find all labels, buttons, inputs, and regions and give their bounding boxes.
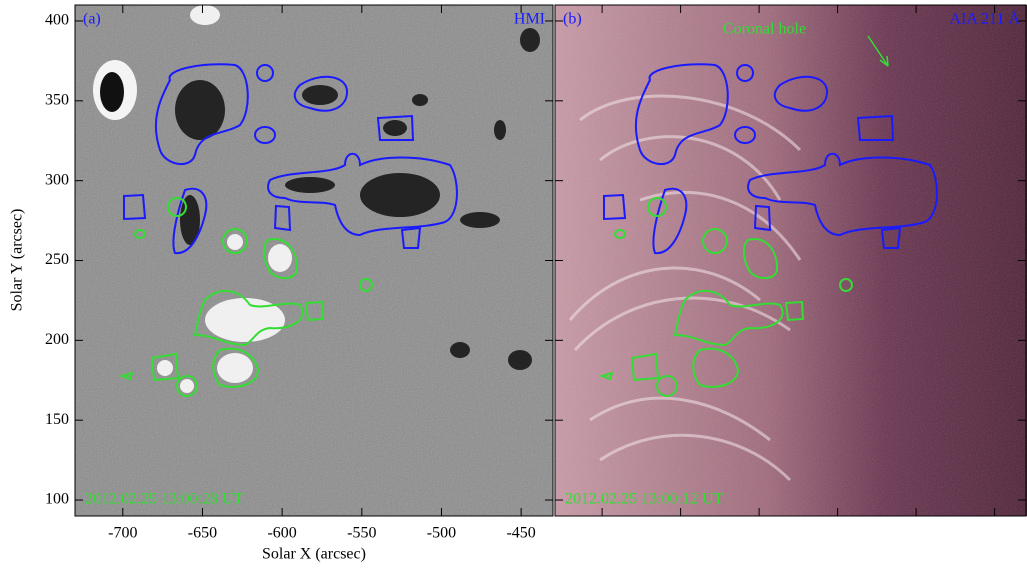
x-tick-label: -450 <box>506 525 535 542</box>
aia-panel <box>555 5 1027 516</box>
timestamp: 2012.02.25 13:00:12 UT <box>565 491 723 508</box>
y-tick-label: 350 <box>45 91 69 108</box>
y-tick-label: 400 <box>45 12 69 29</box>
annotation: Coronal hole <box>723 21 806 38</box>
x-tick-label: -600 <box>267 525 296 542</box>
hmi-panel <box>75 5 553 516</box>
figure: (a) HMI 2012.02.25 13:00:28 UT (b) AIA 2… <box>0 0 1027 570</box>
panel-label: (b) <box>563 11 582 28</box>
instrument-label: AIA 211 Å <box>949 10 1020 28</box>
x-tick-label: -700 <box>108 525 137 542</box>
x-axis-label: Solar X (arcsec) <box>262 546 366 563</box>
panel-label: (a) <box>83 11 101 28</box>
y-axis-label: Solar Y (arcsec) <box>9 209 26 312</box>
instrument-label: HMI <box>514 11 545 28</box>
x-tick-label: -650 <box>188 525 217 542</box>
y-tick-label: 200 <box>45 331 69 348</box>
y-tick-label: 300 <box>45 171 69 188</box>
x-tick-label: -550 <box>347 525 376 542</box>
timestamp: 2012.02.25 13:00:28 UT <box>85 491 243 508</box>
y-tick-label: 150 <box>45 411 69 428</box>
y-tick-label: 250 <box>45 251 69 268</box>
x-tick-label: -500 <box>427 525 456 542</box>
y-tick-label: 100 <box>45 491 69 508</box>
